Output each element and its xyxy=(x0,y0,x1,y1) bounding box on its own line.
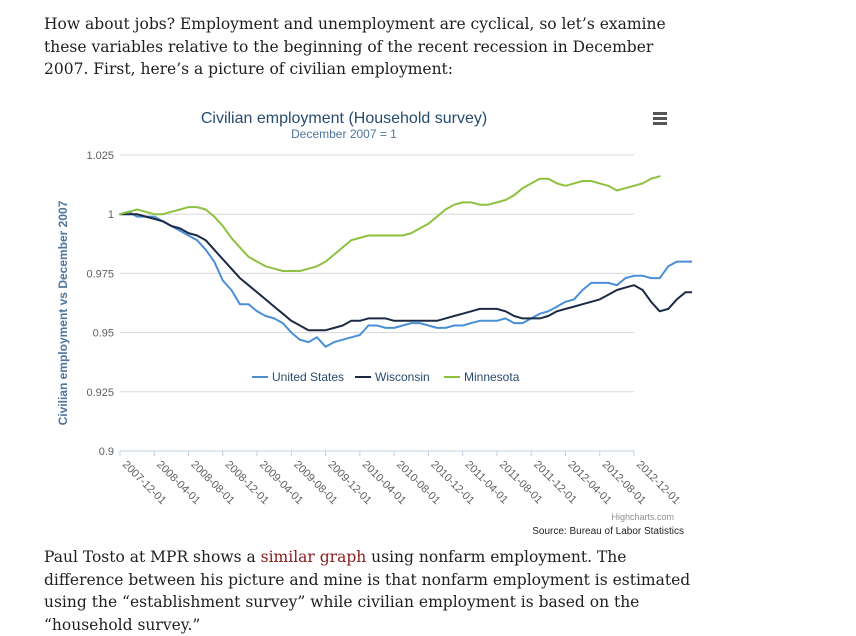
chart-title: Civilian employment (Household survey) xyxy=(201,110,487,127)
similar-graph-link[interactable]: similar graph xyxy=(260,548,367,566)
legend-item-wisconsin[interactable]: Wisconsin xyxy=(355,370,430,384)
y-tick-label: 1.025 xyxy=(86,150,114,162)
chart-grid xyxy=(120,154,634,393)
y-axis-label: Civilian employment vs December 2007 xyxy=(56,200,70,425)
chart-source: Source: Bureau of Labor Statistics xyxy=(532,526,684,537)
outro-paragraph: Paul Tosto at MPR shows a similar graph … xyxy=(44,546,694,636)
legend-label: Wisconsin xyxy=(375,370,430,384)
legend-label: Minnesota xyxy=(464,370,520,384)
series-line-wisconsin[interactable] xyxy=(119,213,692,332)
outro-text-before: Paul Tosto at MPR shows a xyxy=(44,548,261,566)
legend-item-minnesota[interactable]: Minnesota xyxy=(444,370,520,384)
y-tick-label: 0.975 xyxy=(86,268,114,280)
chart-credits[interactable]: Highcharts.com xyxy=(611,512,674,522)
hamburger-menu-icon[interactable] xyxy=(648,106,672,130)
chart-svg: 0.90.9250.950.97511.0252007-12-012008-04… xyxy=(56,106,692,537)
intro-paragraph: How about jobs? Employment and unemploym… xyxy=(44,15,666,78)
y-tick-label: 0.925 xyxy=(86,387,114,399)
y-tick-label: 0.95 xyxy=(93,328,114,340)
y-tick-label: 1 xyxy=(108,209,114,221)
chart-subtitle: December 2007 = 1 xyxy=(291,127,397,141)
employment-chart: 0.9 0.925 0.95 0.975 1 1.025 2007-12-01 2008-04… xyxy=(42,98,692,542)
series-line-united-states[interactable] xyxy=(119,210,692,348)
chart-legend: United States Wisconsin Minnesota xyxy=(252,370,520,384)
chart-series xyxy=(119,175,692,348)
series-line-minnesota[interactable] xyxy=(119,175,661,272)
legend-label: United States xyxy=(272,370,344,384)
legend-item-united-states[interactable]: United States xyxy=(252,370,344,384)
y-tick-label: 0.9 xyxy=(99,446,114,458)
